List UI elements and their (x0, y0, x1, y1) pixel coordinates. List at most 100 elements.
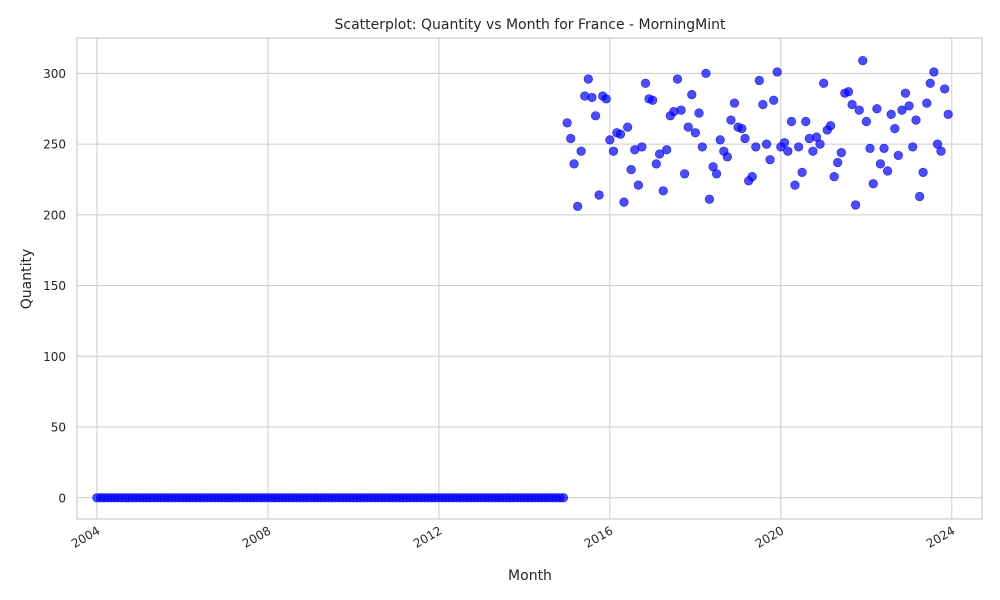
data-point (754, 75, 764, 86)
data-point (573, 201, 583, 211)
y-tick-label: 200 (43, 208, 66, 222)
data-point (829, 172, 839, 182)
data-point (783, 146, 793, 156)
data-point (911, 115, 921, 125)
data-point (786, 116, 797, 127)
data-point (797, 167, 807, 177)
data-point (875, 159, 886, 169)
data-point (729, 98, 740, 108)
data-points (92, 56, 953, 503)
grid-lines (77, 38, 982, 519)
data-point (815, 139, 825, 149)
data-point (697, 142, 707, 152)
data-point (654, 149, 665, 159)
data-point (872, 104, 882, 114)
data-point (943, 109, 953, 119)
data-point (890, 123, 900, 134)
data-point (740, 133, 750, 144)
y-tick-label: 100 (43, 350, 66, 364)
chart-title: Scatterplot: Quantity vs Month for Franc… (334, 17, 726, 33)
data-point (858, 56, 868, 66)
data-point (765, 155, 775, 165)
data-point (801, 116, 811, 127)
data-point (747, 172, 757, 182)
data-point (637, 142, 647, 152)
data-point (626, 164, 636, 175)
data-point (772, 67, 782, 77)
data-point (861, 116, 871, 127)
data-point (608, 146, 619, 156)
data-point (658, 186, 668, 196)
data-point (854, 105, 864, 115)
data-point (662, 145, 672, 155)
y-axis-ticks: 0 50 100 150 200 250 300 (43, 67, 66, 505)
y-tick-label: 150 (43, 279, 66, 293)
data-point (615, 129, 626, 139)
data-point (640, 78, 651, 88)
data-point (701, 68, 711, 78)
y-tick-label: 50 (51, 421, 66, 435)
data-point (886, 109, 896, 119)
data-point (908, 142, 918, 152)
y-axis-title: Quantity (19, 249, 35, 310)
data-point (915, 191, 925, 202)
data-point (936, 146, 946, 156)
data-point (879, 143, 889, 153)
data-point (868, 179, 878, 189)
data-point (694, 108, 704, 118)
data-point (833, 157, 843, 168)
data-point (576, 146, 586, 156)
data-point (594, 190, 604, 200)
data-point (619, 197, 629, 207)
data-point (737, 123, 747, 134)
data-point (558, 493, 569, 503)
data-point (690, 128, 700, 138)
data-point (904, 101, 914, 111)
data-point (623, 122, 633, 132)
data-point (925, 78, 935, 88)
data-point (683, 122, 693, 132)
data-point (651, 159, 661, 169)
data-point (851, 200, 861, 210)
data-point (808, 146, 818, 156)
data-point (794, 142, 804, 152)
data-point (566, 133, 576, 144)
data-point (605, 135, 615, 145)
data-point (940, 84, 950, 94)
data-point (836, 147, 846, 158)
data-point (562, 118, 572, 128)
data-point (590, 111, 601, 121)
data-point (726, 115, 736, 125)
data-point (779, 138, 790, 148)
data-point (761, 139, 772, 149)
data-point (648, 95, 658, 105)
data-point (918, 167, 928, 177)
data-point (722, 152, 732, 162)
data-point (893, 150, 903, 161)
data-point (929, 67, 939, 77)
data-point (583, 74, 593, 84)
y-tick-label: 300 (43, 67, 66, 81)
data-point (587, 92, 597, 103)
data-point (711, 169, 722, 179)
data-point (825, 121, 836, 131)
data-point (897, 105, 907, 115)
data-point (758, 99, 768, 110)
data-point (843, 87, 854, 97)
y-tick-label: 0 (58, 491, 66, 505)
y-tick-label: 250 (43, 138, 66, 152)
data-point (847, 99, 857, 110)
data-point (680, 169, 690, 179)
x-axis-title: Month (508, 568, 552, 584)
plot-area-frame (76, 37, 983, 520)
data-point (715, 135, 725, 145)
data-point (790, 180, 800, 190)
data-point (676, 105, 686, 115)
data-point (672, 74, 683, 84)
data-point (633, 180, 643, 190)
data-point (922, 98, 932, 108)
data-point (900, 88, 911, 98)
data-point (601, 94, 611, 104)
data-point (704, 194, 715, 204)
